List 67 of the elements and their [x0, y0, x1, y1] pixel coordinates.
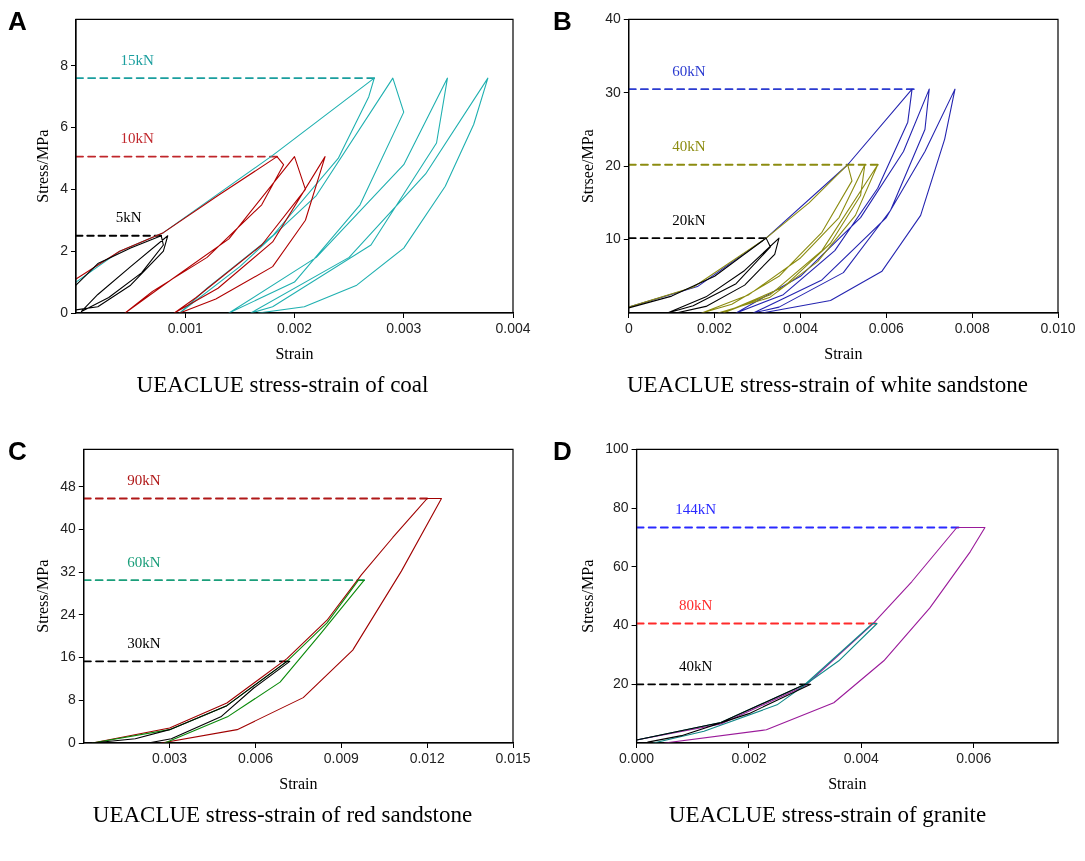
x-tick-label: 0.002	[731, 750, 767, 767]
series-label: 80kN	[678, 596, 713, 613]
x-tick-label: 0.006	[956, 750, 992, 767]
y-axis-title: Stress/MPa	[33, 129, 51, 203]
y-tick-label: 2	[60, 242, 69, 259]
x-tick-label: 0.010	[1040, 320, 1076, 337]
x-tick-label: 0.002	[276, 320, 313, 337]
series-label: 60kN	[127, 553, 161, 570]
x-tick-label: 0.004	[843, 750, 880, 767]
series-label: 60kN	[672, 62, 706, 79]
series-label: 90kN	[127, 471, 161, 488]
series-label: 40kN	[672, 138, 706, 155]
series-label: 10kN	[120, 130, 154, 147]
y-tick-label: 8	[67, 691, 76, 708]
x-tick-label: 0.015	[495, 750, 531, 767]
y-tick-label: 4	[60, 180, 69, 197]
y-tick-label: 20	[605, 157, 621, 174]
y-tick-label: 40	[612, 616, 629, 633]
x-tick-label: 0.004	[495, 320, 531, 337]
y-tick-label: 60	[612, 557, 629, 574]
text: UEACLUE stress-strain of granite	[667, 802, 988, 828]
series-label: 20kN	[672, 211, 706, 228]
x-tick-label: 0.008	[954, 320, 990, 337]
series-label: 5kN	[115, 209, 142, 226]
x-tick-label: 0.012	[409, 750, 445, 767]
y-tick-label: 20	[612, 675, 629, 692]
y-tick-label: 30	[605, 83, 621, 100]
x-axis-title: Strain	[279, 774, 318, 792]
y-tick-label: 0	[60, 303, 69, 320]
y-tick-label: 8	[60, 56, 69, 73]
x-tick-label: 0.006	[237, 750, 274, 767]
y-tick-label: 40	[60, 520, 76, 537]
series-label: 144kN	[675, 500, 717, 517]
x-tick-label: 0.000	[619, 750, 655, 767]
y-tick-label: 10	[605, 230, 621, 247]
x-axis-title: Strain	[828, 774, 867, 792]
text: UEACLUE stress-strain of white sandstone	[625, 372, 1030, 398]
y-tick-label: 100	[605, 440, 629, 457]
x-axis-title: Strain	[275, 344, 314, 362]
y-tick-label: 16	[60, 648, 76, 665]
x-tick-label: 0.001	[167, 320, 203, 337]
y-axis-title: Stress/MPa	[33, 559, 51, 633]
chart-title: B	[553, 6, 572, 37]
chart-title: C	[8, 436, 27, 467]
chart-title: A	[8, 6, 27, 37]
y-tick-label: 80	[612, 498, 629, 515]
x-tick-label: 0.003	[386, 320, 422, 337]
series-label: 15kN	[120, 51, 154, 68]
x-tick-label: 0.002	[697, 320, 733, 337]
text: UEACLUE stress-strain of red sandstone	[91, 802, 474, 828]
series-label: 30kN	[127, 634, 161, 651]
x-tick-label: 0.006	[868, 320, 905, 337]
text: UEACLUE stress-strain of coal	[135, 372, 430, 398]
x-tick-label: 0.009	[323, 750, 360, 767]
series-label: 40kN	[678, 657, 713, 674]
y-tick-label: 48	[60, 477, 76, 494]
x-axis-title: Strain	[824, 344, 863, 362]
x-tick-label: 0.004	[782, 320, 819, 337]
chart-title: D	[553, 436, 572, 467]
x-tick-label: 0.003	[152, 750, 188, 767]
y-tick-label: 0	[67, 733, 76, 750]
y-tick-label: 32	[60, 563, 76, 580]
y-tick-label: 40	[605, 10, 621, 27]
y-tick-label: 6	[60, 118, 69, 135]
y-tick-label: 24	[60, 605, 76, 622]
y-axis-title: Strsee/MPa	[578, 129, 596, 204]
y-axis-title: Stress/MPa	[578, 559, 596, 633]
